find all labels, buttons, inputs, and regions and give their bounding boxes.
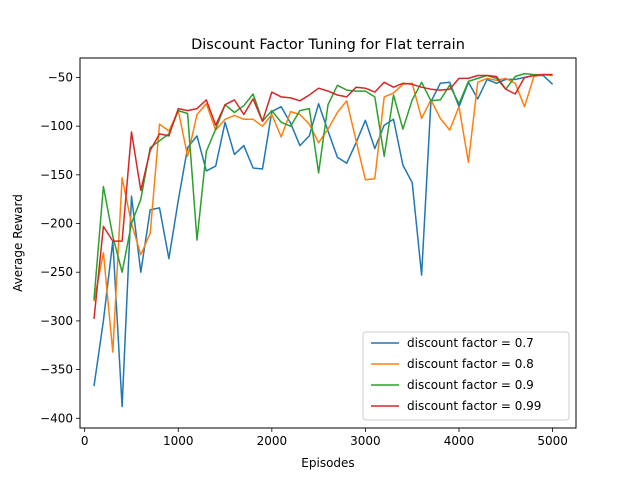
y-axis-ticks: −400 −350 −300 −250 −200 −150 −100 −50 [40, 70, 80, 425]
y-tick-label: −250 [40, 265, 73, 279]
plot-frame [79, 57, 577, 429]
x-tick-label: 4000 [444, 434, 475, 448]
x-tick-label: 0 [81, 434, 89, 448]
y-axis-label: Average Reward [11, 194, 25, 292]
x-tick-label: 2000 [257, 434, 288, 448]
y-tick-label: −50 [48, 70, 73, 84]
x-axis-ticks: 0 1000 2000 3000 4000 5000 [81, 428, 568, 448]
legend-box [362, 331, 570, 421]
y-tick-label: −150 [40, 168, 73, 182]
legend-label-2: discount factor = 0.8 [407, 357, 534, 371]
legend-label-3: discount factor = 0.9 [407, 378, 534, 392]
series-line-4 [93, 73, 553, 319]
series-lines [93, 72, 554, 408]
y-tick-label: −100 [40, 119, 73, 133]
chart-title: Discount Factor Tuning for Flat terrain [191, 37, 465, 53]
y-tick-label: −350 [40, 363, 73, 377]
legend: discount factor = 0.7 discount factor = 0… [362, 331, 570, 421]
y-tick-label: −300 [40, 314, 73, 328]
series-line-3 [93, 72, 553, 300]
x-tick-label: 3000 [350, 434, 381, 448]
x-tick-label: 5000 [537, 434, 568, 448]
x-axis-label: Episodes [301, 456, 354, 470]
y-tick-label: −200 [40, 217, 73, 231]
x-tick-label: 1000 [163, 434, 194, 448]
legend-label-4: discount factor = 0.99 [407, 399, 541, 413]
legend-label-1: discount factor = 0.7 [407, 336, 534, 350]
y-tick-label: −400 [40, 411, 73, 425]
